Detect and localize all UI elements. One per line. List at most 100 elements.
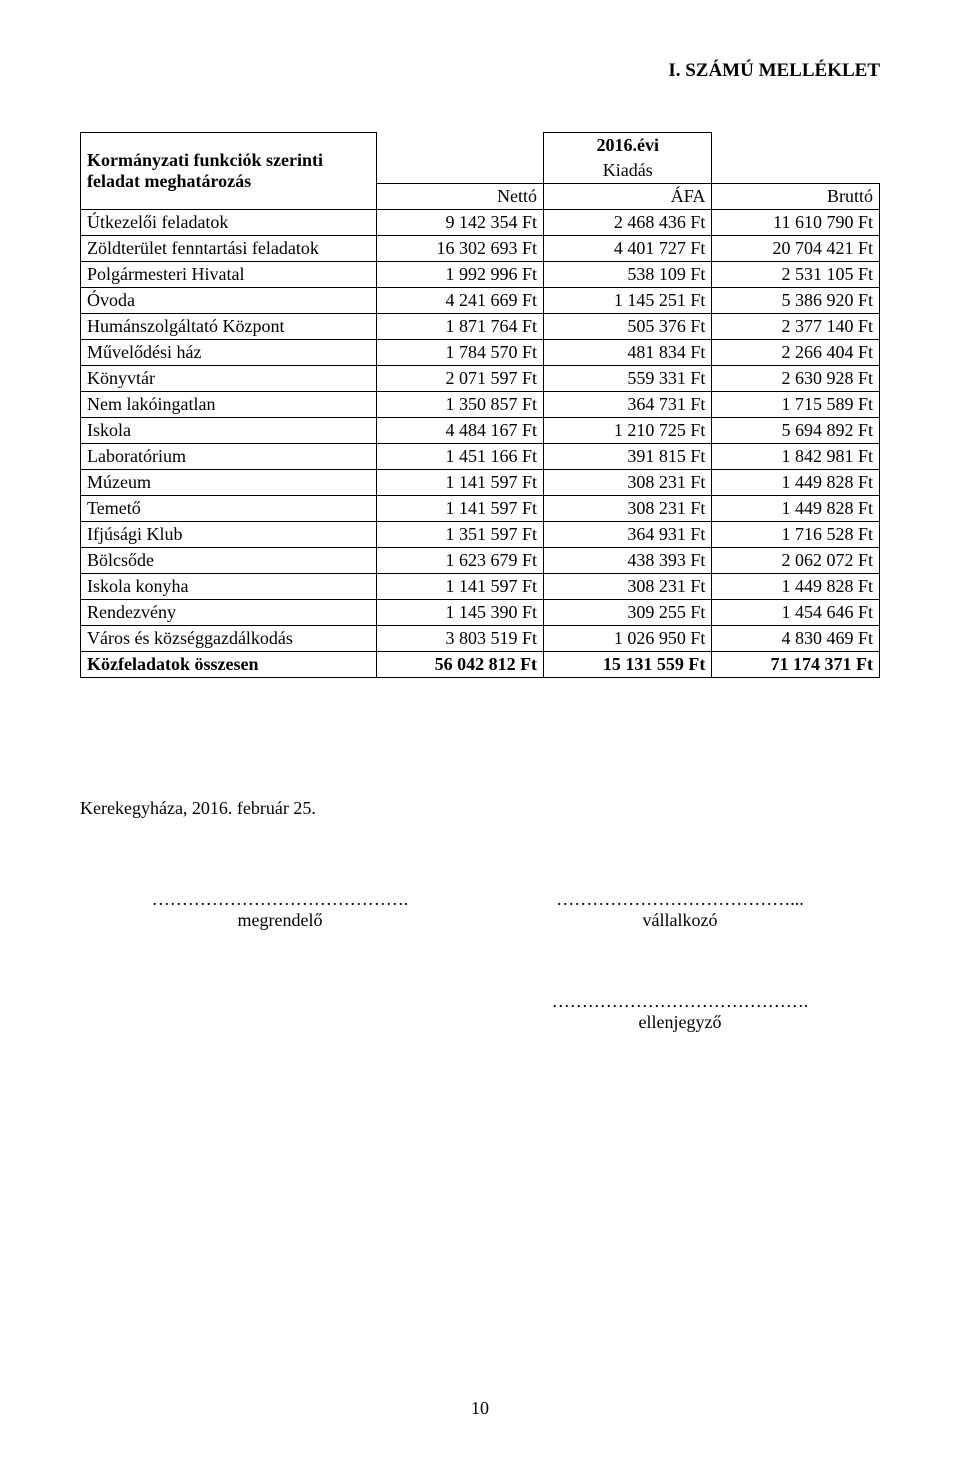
col-netto: Nettó: [376, 184, 543, 210]
row-label: Nem lakóingatlan: [81, 392, 377, 418]
table-row: Nem lakóingatlan1 350 857 Ft364 731 Ft1 …: [81, 392, 880, 418]
row-netto: 1 145 390 Ft: [376, 600, 543, 626]
row-brutto: 1 449 828 Ft: [712, 496, 880, 522]
row-afa: 364 931 Ft: [544, 522, 712, 548]
row-netto: 1 451 166 Ft: [376, 444, 543, 470]
table-row: Ifjúsági Klub1 351 597 Ft364 931 Ft1 716…: [81, 522, 880, 548]
row-brutto: 11 610 790 Ft: [712, 210, 880, 236]
row-netto: 1 141 597 Ft: [376, 496, 543, 522]
row-label: Rendezvény: [81, 600, 377, 626]
row-label: Humánszolgáltató Központ: [81, 314, 377, 340]
sign-left-dots: …………………………………….: [120, 889, 440, 910]
row-brutto: 4 830 469 Ft: [712, 626, 880, 652]
row-netto: 4 484 167 Ft: [376, 418, 543, 444]
table-row: Művelődési ház1 784 570 Ft481 834 Ft2 26…: [81, 340, 880, 366]
row-afa: 309 255 Ft: [544, 600, 712, 626]
row-brutto: 1 449 828 Ft: [712, 574, 880, 600]
row-afa: 1 145 251 Ft: [544, 288, 712, 314]
row-afa: 538 109 Ft: [544, 262, 712, 288]
row-brutto: 2 531 105 Ft: [712, 262, 880, 288]
total-netto: 56 042 812 Ft: [376, 652, 543, 678]
row-label: Ifjúsági Klub: [81, 522, 377, 548]
total-label: Közfeladatok összesen: [81, 652, 377, 678]
table-row: Rendezvény1 145 390 Ft309 255 Ft1 454 64…: [81, 600, 880, 626]
row-afa: 4 401 727 Ft: [544, 236, 712, 262]
appendix-title: I. SZÁMÚ MELLÉKLET: [80, 60, 880, 82]
row-brutto: 2 062 072 Ft: [712, 548, 880, 574]
row-afa: 1 026 950 Ft: [544, 626, 712, 652]
row-label: Zöldterület fenntartási feladatok: [81, 236, 377, 262]
signature-bottom: ……………………………………. ellenjegyző: [520, 991, 840, 1033]
row-label: Polgármesteri Hivatal: [81, 262, 377, 288]
table-row: Iskola konyha1 141 597 Ft308 231 Ft1 449…: [81, 574, 880, 600]
sign-right-dots: …………………………………...: [520, 889, 840, 910]
row-afa: 1 210 725 Ft: [544, 418, 712, 444]
row-label: Múzeum: [81, 470, 377, 496]
header-kiadas: Kiadás: [544, 158, 712, 184]
row-afa: 308 231 Ft: [544, 496, 712, 522]
row-netto: 1 871 764 Ft: [376, 314, 543, 340]
row-brutto: 1 715 589 Ft: [712, 392, 880, 418]
row-label: Temető: [81, 496, 377, 522]
signature-row: ……………………………………. megrendelő ……………………………………: [80, 889, 880, 931]
col-brutto: Bruttó: [712, 184, 880, 210]
total-row: Közfeladatok összesen 56 042 812 Ft 15 1…: [81, 652, 880, 678]
total-brutto: 71 174 371 Ft: [712, 652, 880, 678]
signature-left: ……………………………………. megrendelő: [120, 889, 440, 931]
sign-bottom-label: ellenjegyző: [520, 1012, 840, 1033]
budget-table: Kormányzati funkciók szerinti feladat me…: [80, 132, 880, 678]
row-label: Óvoda: [81, 288, 377, 314]
row-netto: 16 302 693 Ft: [376, 236, 543, 262]
row-brutto: 2 377 140 Ft: [712, 314, 880, 340]
row-label: Iskola konyha: [81, 574, 377, 600]
header-main: Kormányzati funkciók szerinti feladat me…: [81, 133, 377, 210]
row-netto: 9 142 354 Ft: [376, 210, 543, 236]
table-row: Humánszolgáltató Központ1 871 764 Ft505 …: [81, 314, 880, 340]
sign-bottom-dots: …………………………………….: [520, 991, 840, 1012]
row-netto: 1 350 857 Ft: [376, 392, 543, 418]
table-row: Iskola4 484 167 Ft1 210 725 Ft5 694 892 …: [81, 418, 880, 444]
row-brutto: 5 386 920 Ft: [712, 288, 880, 314]
table-row: Temető1 141 597 Ft308 231 Ft1 449 828 Ft: [81, 496, 880, 522]
row-afa: 559 331 Ft: [544, 366, 712, 392]
table-row: Útkezelői feladatok9 142 354 Ft2 468 436…: [81, 210, 880, 236]
row-brutto: 5 694 892 Ft: [712, 418, 880, 444]
row-afa: 505 376 Ft: [544, 314, 712, 340]
row-label: Könyvtár: [81, 366, 377, 392]
signature-right: …………………………………... vállalkozó: [520, 889, 840, 931]
table-row: Laboratórium1 451 166 Ft391 815 Ft1 842 …: [81, 444, 880, 470]
row-label: Laboratórium: [81, 444, 377, 470]
row-brutto: 2 630 928 Ft: [712, 366, 880, 392]
row-afa: 308 231 Ft: [544, 470, 712, 496]
row-netto: 2 071 597 Ft: [376, 366, 543, 392]
total-afa: 15 131 559 Ft: [544, 652, 712, 678]
row-afa: 391 815 Ft: [544, 444, 712, 470]
table-row: Óvoda4 241 669 Ft1 145 251 Ft5 386 920 F…: [81, 288, 880, 314]
sign-left-label: megrendelő: [120, 910, 440, 931]
row-afa: 481 834 Ft: [544, 340, 712, 366]
page-number: 10: [0, 1398, 960, 1419]
row-afa: 438 393 Ft: [544, 548, 712, 574]
row-netto: 1 623 679 Ft: [376, 548, 543, 574]
table-row: Múzeum1 141 597 Ft308 231 Ft1 449 828 Ft: [81, 470, 880, 496]
row-brutto: 1 716 528 Ft: [712, 522, 880, 548]
row-netto: 1 784 570 Ft: [376, 340, 543, 366]
row-netto: 4 241 669 Ft: [376, 288, 543, 314]
header-year: 2016.évi: [544, 133, 712, 159]
row-label: Művelődési ház: [81, 340, 377, 366]
row-brutto: 1 449 828 Ft: [712, 470, 880, 496]
table-row: Polgármesteri Hivatal1 992 996 Ft538 109…: [81, 262, 880, 288]
col-afa: ÁFA: [544, 184, 712, 210]
row-netto: 1 351 597 Ft: [376, 522, 543, 548]
row-afa: 308 231 Ft: [544, 574, 712, 600]
row-brutto: 1 454 646 Ft: [712, 600, 880, 626]
row-label: Iskola: [81, 418, 377, 444]
row-netto: 1 141 597 Ft: [376, 470, 543, 496]
table-row: Bölcsőde1 623 679 Ft438 393 Ft2 062 072 …: [81, 548, 880, 574]
sign-right-label: vállalkozó: [520, 910, 840, 931]
row-label: Útkezelői feladatok: [81, 210, 377, 236]
row-netto: 3 803 519 Ft: [376, 626, 543, 652]
row-brutto: 20 704 421 Ft: [712, 236, 880, 262]
row-afa: 364 731 Ft: [544, 392, 712, 418]
row-afa: 2 468 436 Ft: [544, 210, 712, 236]
